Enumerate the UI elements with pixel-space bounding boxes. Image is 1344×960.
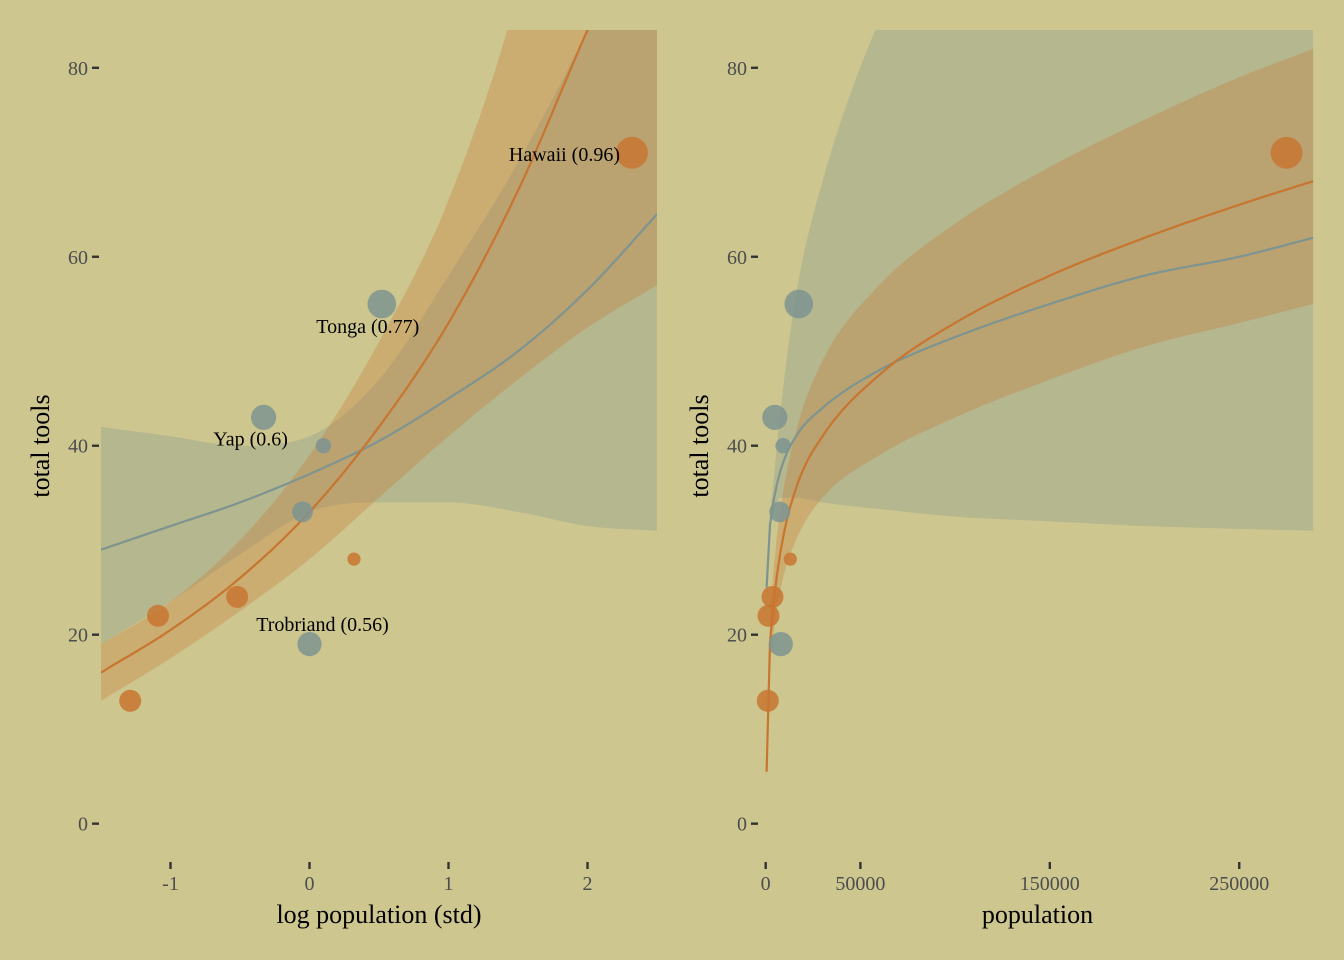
right-y-tick-label-2: 40 [727,436,747,458]
left-annotation-3: Trobriand (0.56) [256,614,389,636]
right-y-tick-label-0: 0 [737,814,747,836]
left-data-point-0 [119,689,142,712]
left-y-tick-label-1: 20 [68,625,88,647]
right-data-point-8 [784,289,814,319]
left-data-point-2 [226,585,249,608]
left-plot-area [101,30,657,701]
left-y-tick-label-2: 40 [68,436,88,458]
left-y-axis-title: total tools [26,394,55,497]
right-y-tick-label-4: 80 [727,58,747,80]
right-data-point-7 [783,552,797,566]
left-data-point-3 [251,404,277,430]
right-x-tick-label-2: 150000 [1020,873,1080,895]
left-x-tick-label-1: 0 [305,873,315,895]
left-x-tick-label-0: -1 [162,873,179,895]
left-orange-interval-band [101,30,657,701]
left-gray-mean-line [101,213,657,551]
left-annotation-2: Yap (0.6) [213,428,288,450]
left-panel: Hawaii (0.96) Tonga (0.77) Yap (0.6) Trobri… [26,30,657,929]
left-orange-mean-line [101,30,589,674]
right-data-point-5 [768,632,793,657]
right-y-tick-label-1: 20 [727,625,747,647]
right-y-axis-title: total tools [685,394,714,497]
right-y-tick-label-3: 60 [727,247,747,269]
left-annotation-1: Tonga (0.77) [316,316,419,338]
left-data-point-7 [347,552,361,566]
left-x-axis-title: log population (std) [276,900,481,929]
right-x-axis-title: population [982,900,1093,929]
right-data-point-0 [756,689,779,712]
left-data-point-1 [147,604,169,627]
right-data-point-2 [761,585,784,608]
right-x-tick-label-0: 0 [761,873,771,895]
right-gray-interval-band [766,30,1314,597]
right-x-tick-label-1: 50000 [835,873,885,895]
left-gray-interval-band [101,30,657,645]
right-x-tick-label-3: 250000 [1209,873,1269,895]
right-data-point-6 [775,438,791,454]
left-data-point-6 [315,438,332,454]
right-orange-interval-band [766,48,1314,782]
right-plot-area [765,30,1314,782]
left-y-tick-label-3: 60 [68,247,88,269]
right-gray-mean-line [765,236,1314,588]
right-data-point-9 [1270,136,1303,169]
left-y-tick-label-0: 0 [78,814,88,836]
left-data-point-5 [297,632,322,657]
left-y-tick-label-4: 80 [68,58,88,80]
right-orange-mean-line [765,180,1314,772]
right-data-point-3 [762,404,788,430]
left-annotation-0: Hawaii (0.96) [509,144,620,166]
right-data-point-4 [769,501,791,523]
left-data-point-9 [616,136,648,169]
left-x-tick-label-3: 2 [583,873,593,895]
left-data-point-4 [292,501,313,523]
right-data-point-1 [757,604,780,627]
left-data-point-8 [367,289,397,319]
right-panel: 0 20 40 60 80 0 50000 150000 250000 population tot… [685,30,1314,929]
left-x-tick-label-2: 1 [444,873,454,895]
